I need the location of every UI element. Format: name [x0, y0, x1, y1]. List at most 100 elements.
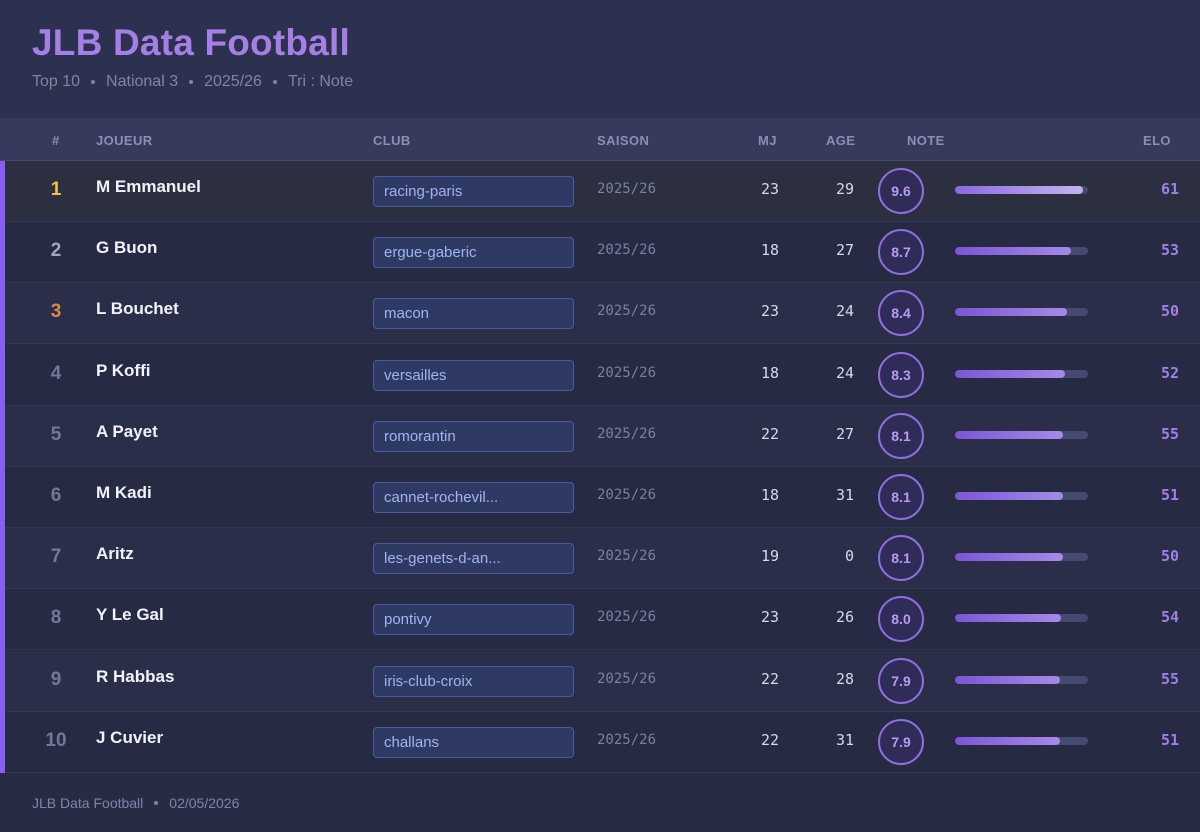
- subtitle-league: National 3: [106, 73, 179, 90]
- note-bar: [955, 675, 1088, 684]
- player-name[interactable]: J Cuvier: [96, 727, 164, 747]
- club-badge[interactable]: romorantin: [373, 420, 574, 452]
- separator-dot-icon: [154, 801, 159, 805]
- elo-value: 61: [1160, 180, 1179, 198]
- note-bar: [955, 186, 1088, 194]
- subtitle: Top 10 National 3 2025/26 Tri : Note: [32, 73, 353, 91]
- separator-dot-icon: [91, 80, 96, 84]
- note-badge: 8.1: [878, 535, 924, 582]
- note-badge: 8.0: [878, 596, 924, 643]
- age-value: 28: [835, 669, 854, 688]
- matches-played-value: 22: [760, 424, 779, 443]
- elo-value: 55: [1160, 669, 1179, 688]
- column-header-note: NOTE: [907, 133, 945, 148]
- table-row[interactable]: 4 P Koffi versailles 2025/26 18 24 8.3 52: [5, 344, 1200, 406]
- note-badge: 7.9: [878, 718, 924, 765]
- matches-played-value: 19: [760, 547, 779, 566]
- note-bar-fill: [955, 430, 1063, 439]
- rank-number: 7: [50, 546, 62, 568]
- club-badge[interactable]: ergue-gaberic: [373, 237, 574, 269]
- matches-played-value: 22: [760, 669, 779, 688]
- club-badge[interactable]: challans: [373, 726, 574, 758]
- player-name[interactable]: R Habbas: [96, 666, 175, 686]
- age-value: 0: [844, 547, 854, 566]
- club-badge[interactable]: iris-club-croix: [373, 665, 574, 697]
- age-value: 27: [835, 241, 854, 260]
- rank-number: 1: [50, 179, 62, 200]
- note-badge: 8.1: [878, 412, 924, 459]
- player-name[interactable]: Aritz: [96, 544, 134, 564]
- note-bar: [955, 247, 1088, 256]
- season-value: 2025/26: [597, 670, 657, 687]
- column-header-player: JOUEUR: [96, 133, 153, 148]
- table-row[interactable]: 2 G Buon ergue-gaberic 2025/26 18 27 8.7 53: [5, 222, 1200, 284]
- accent-bar: [0, 161, 5, 773]
- rank-number: 5: [50, 423, 62, 445]
- player-name[interactable]: G Buon: [96, 238, 158, 258]
- season-value: 2025/26: [597, 181, 657, 197]
- page-title: JLB Data Football: [32, 22, 350, 63]
- table-row[interactable]: 5 A Payet romorantin 2025/26 22 27 8.1 55: [5, 405, 1200, 467]
- elo-value: 53: [1160, 241, 1179, 260]
- note-badge: 8.1: [878, 474, 924, 520]
- subtitle-sort: Tri : Note: [287, 73, 354, 90]
- season-value: 2025/26: [597, 242, 657, 259]
- subtitle-season: 2025/26: [204, 73, 262, 90]
- table-row[interactable]: 9 R Habbas iris-club-croix 2025/26 22 28 7.9 55: [5, 650, 1200, 712]
- club-badge[interactable]: versailles: [373, 359, 574, 391]
- elo-value: 50: [1160, 547, 1179, 566]
- rank-number: 9: [50, 668, 62, 690]
- elo-value: 51: [1160, 486, 1179, 504]
- elo-value: 50: [1160, 302, 1179, 321]
- note-bar: [955, 553, 1088, 562]
- age-value: 27: [835, 424, 854, 443]
- table-row[interactable]: 10 J Cuvier challans 2025/26 22 31 7.9 51: [5, 711, 1200, 773]
- note-bar: [955, 308, 1088, 317]
- subtitle-scope: Top 10: [32, 73, 81, 90]
- club-badge[interactable]: cannet-rochevil...: [373, 482, 574, 513]
- club-badge[interactable]: pontivy: [373, 604, 574, 636]
- note-bar-fill: [955, 186, 1083, 194]
- matches-played-value: 18: [760, 241, 779, 260]
- player-name[interactable]: P Koffi: [96, 360, 151, 380]
- elo-value: 55: [1160, 424, 1179, 443]
- table-row[interactable]: 1 M Emmanuel racing-paris 2025/26 23 29 9.6 61: [5, 161, 1200, 222]
- matches-played-value: 18: [760, 363, 779, 382]
- column-header-mj: MJ: [758, 133, 777, 148]
- season-value: 2025/26: [597, 731, 657, 748]
- player-name[interactable]: M Emmanuel: [96, 177, 201, 196]
- elo-value: 52: [1160, 363, 1179, 382]
- rank-number: 6: [50, 485, 62, 506]
- note-bar: [955, 614, 1088, 623]
- player-name[interactable]: Y Le Gal: [96, 605, 164, 625]
- column-header-elo: ELO: [1143, 133, 1171, 148]
- note-bar: [955, 369, 1088, 378]
- player-name[interactable]: L Bouchet: [96, 299, 179, 319]
- rank-number: 4: [50, 362, 62, 384]
- table-row[interactable]: 3 L Bouchet macon 2025/26 23 24 8.4 50: [5, 283, 1200, 345]
- matches-played-value: 23: [760, 180, 779, 198]
- table-header: # JOUEUR CLUB SAISON MJ AGE NOTE ELO: [0, 118, 1200, 161]
- table-row[interactable]: 8 Y Le Gal pontivy 2025/26 23 26 8.0 54: [5, 589, 1200, 651]
- club-badge[interactable]: macon: [373, 298, 574, 330]
- note-bar-fill: [955, 553, 1063, 562]
- note-bar-fill: [955, 675, 1061, 684]
- footer: JLB Data Football 02/05/2026: [32, 795, 239, 811]
- player-name[interactable]: A Payet: [96, 421, 158, 441]
- note-bar-fill: [955, 736, 1061, 745]
- season-value: 2025/26: [597, 487, 657, 503]
- age-value: 29: [835, 180, 854, 198]
- season-value: 2025/26: [597, 303, 657, 320]
- elo-value: 54: [1160, 608, 1179, 627]
- column-header-season: SAISON: [597, 133, 650, 148]
- separator-dot-icon: [189, 80, 194, 84]
- table-row[interactable]: 6 M Kadi cannet-rochevil... 2025/26 18 31 8.1 5…: [5, 467, 1200, 528]
- table-row[interactable]: 7 Aritz les-genets-d-an... 2025/26 19 0 8.1 50: [5, 528, 1200, 590]
- player-name[interactable]: M Kadi: [96, 483, 152, 502]
- rank-number: 8: [50, 607, 62, 629]
- note-bar: [955, 430, 1088, 439]
- club-badge[interactable]: racing-paris: [373, 176, 574, 207]
- club-badge[interactable]: les-genets-d-an...: [373, 543, 574, 575]
- age-value: 31: [835, 730, 854, 749]
